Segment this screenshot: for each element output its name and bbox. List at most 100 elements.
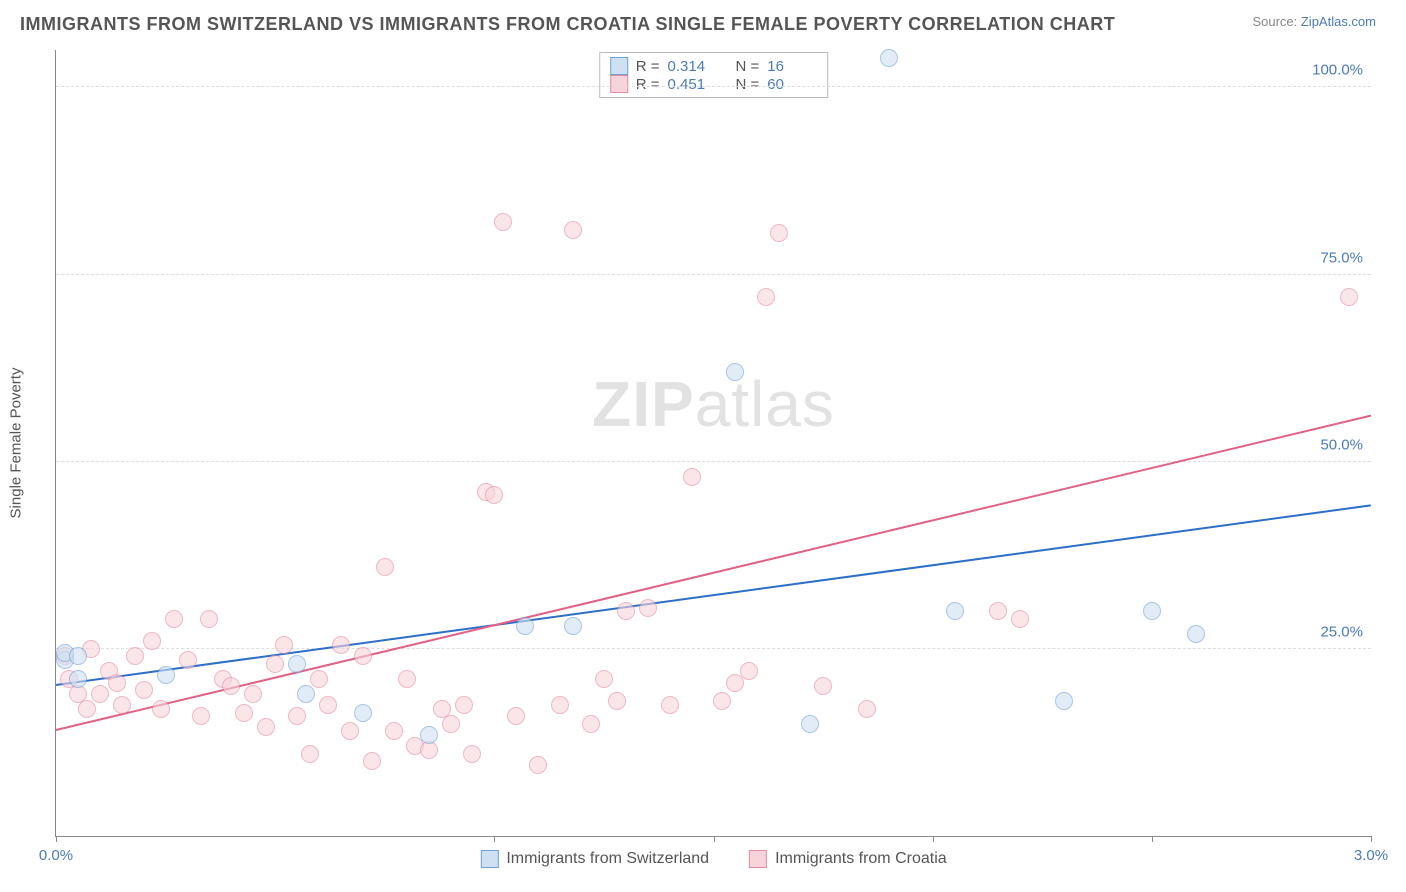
watermark: ZIPatlas <box>592 367 835 441</box>
data-point-croatia <box>757 288 775 306</box>
data-point-switzerland <box>946 602 964 620</box>
data-point-switzerland <box>1055 692 1073 710</box>
data-point-croatia <box>143 632 161 650</box>
x-tick <box>1371 836 1372 842</box>
swatch-switzerland <box>480 850 498 868</box>
data-point-switzerland <box>354 704 372 722</box>
data-point-switzerland <box>1143 602 1161 620</box>
y-tick-label: 75.0% <box>1320 249 1363 266</box>
data-point-croatia <box>78 700 96 718</box>
data-point-croatia <box>244 685 262 703</box>
x-tick-label: 0.0% <box>39 847 73 864</box>
gridline <box>56 648 1371 649</box>
data-point-croatia <box>740 662 758 680</box>
data-point-croatia <box>683 468 701 486</box>
legend-label: Immigrants from Switzerland <box>506 850 709 868</box>
x-tick <box>714 836 715 842</box>
source-label: Source: <box>1252 14 1300 29</box>
data-point-croatia <box>1011 610 1029 628</box>
data-point-croatia <box>91 685 109 703</box>
data-point-croatia <box>152 700 170 718</box>
swatch-croatia <box>610 75 628 93</box>
y-tick-label: 50.0% <box>1320 436 1363 453</box>
data-point-switzerland <box>880 49 898 67</box>
data-point-croatia <box>179 651 197 669</box>
data-point-switzerland <box>1187 625 1205 643</box>
x-tick <box>933 836 934 842</box>
swatch-switzerland <box>610 57 628 75</box>
data-point-croatia <box>319 696 337 714</box>
data-point-croatia <box>275 636 293 654</box>
data-point-croatia <box>485 486 503 504</box>
data-point-switzerland <box>297 685 315 703</box>
data-point-croatia <box>310 670 328 688</box>
data-point-croatia <box>266 655 284 673</box>
data-point-croatia <box>257 718 275 736</box>
gridline <box>56 274 1371 275</box>
data-point-croatia <box>113 696 131 714</box>
data-point-croatia <box>617 602 635 620</box>
swatch-croatia <box>749 850 767 868</box>
x-tick <box>56 836 57 842</box>
source-attribution: Source: ZipAtlas.com <box>1252 14 1376 29</box>
data-point-croatia <box>713 692 731 710</box>
data-point-croatia <box>582 715 600 733</box>
data-point-croatia <box>551 696 569 714</box>
data-point-croatia <box>442 715 460 733</box>
data-point-croatia <box>341 722 359 740</box>
data-point-croatia <box>288 707 306 725</box>
legend-label: Immigrants from Croatia <box>775 850 947 868</box>
x-tick <box>494 836 495 842</box>
trendline-switzerland <box>56 505 1371 687</box>
data-point-croatia <box>301 745 319 763</box>
data-point-croatia <box>376 558 394 576</box>
data-point-croatia <box>639 599 657 617</box>
data-point-switzerland <box>288 655 306 673</box>
data-point-croatia <box>108 674 126 692</box>
legend-correlation: R =0.314 N =16R =0.451 N =60 <box>599 52 829 98</box>
data-point-switzerland <box>420 726 438 744</box>
data-point-croatia <box>363 752 381 770</box>
data-point-croatia <box>165 610 183 628</box>
data-point-croatia <box>770 224 788 242</box>
data-point-croatia <box>529 756 547 774</box>
data-point-switzerland <box>157 666 175 684</box>
legend-row-croatia: R =0.451 N =60 <box>610 75 818 93</box>
gridline <box>56 86 1371 87</box>
legend-series: Immigrants from Switzerland Immigrants fr… <box>480 850 946 868</box>
x-tick <box>1152 836 1153 842</box>
chart-title: IMMIGRANTS FROM SWITZERLAND VS IMMIGRANT… <box>20 14 1115 35</box>
y-axis-label: Single Female Poverty <box>8 368 25 519</box>
data-point-switzerland <box>516 617 534 635</box>
data-point-croatia <box>463 745 481 763</box>
data-point-croatia <box>354 647 372 665</box>
legend-item-switzerland: Immigrants from Switzerland <box>480 850 709 868</box>
y-tick-label: 100.0% <box>1312 62 1363 79</box>
data-point-croatia <box>222 677 240 695</box>
data-point-croatia <box>608 692 626 710</box>
data-point-switzerland <box>69 670 87 688</box>
data-point-croatia <box>595 670 613 688</box>
data-point-croatia <box>135 681 153 699</box>
data-point-croatia <box>564 221 582 239</box>
trendline-croatia <box>56 415 1371 731</box>
data-point-switzerland <box>564 617 582 635</box>
data-point-croatia <box>126 647 144 665</box>
x-tick-label: 3.0% <box>1354 847 1388 864</box>
data-point-croatia <box>494 213 512 231</box>
data-point-croatia <box>200 610 218 628</box>
legend-item-croatia: Immigrants from Croatia <box>749 850 947 868</box>
data-point-switzerland <box>801 715 819 733</box>
legend-row-switzerland: R =0.314 N =16 <box>610 57 818 75</box>
source-link[interactable]: ZipAtlas.com <box>1301 14 1376 29</box>
data-point-croatia <box>814 677 832 695</box>
data-point-croatia <box>192 707 210 725</box>
data-point-croatia <box>398 670 416 688</box>
data-point-croatia <box>507 707 525 725</box>
data-point-croatia <box>989 602 1007 620</box>
data-point-croatia <box>1340 288 1358 306</box>
data-point-switzerland <box>69 647 87 665</box>
scatter-plot: Single Female Poverty ZIPatlas R =0.314 … <box>55 50 1371 837</box>
data-point-croatia <box>332 636 350 654</box>
data-point-croatia <box>235 704 253 722</box>
